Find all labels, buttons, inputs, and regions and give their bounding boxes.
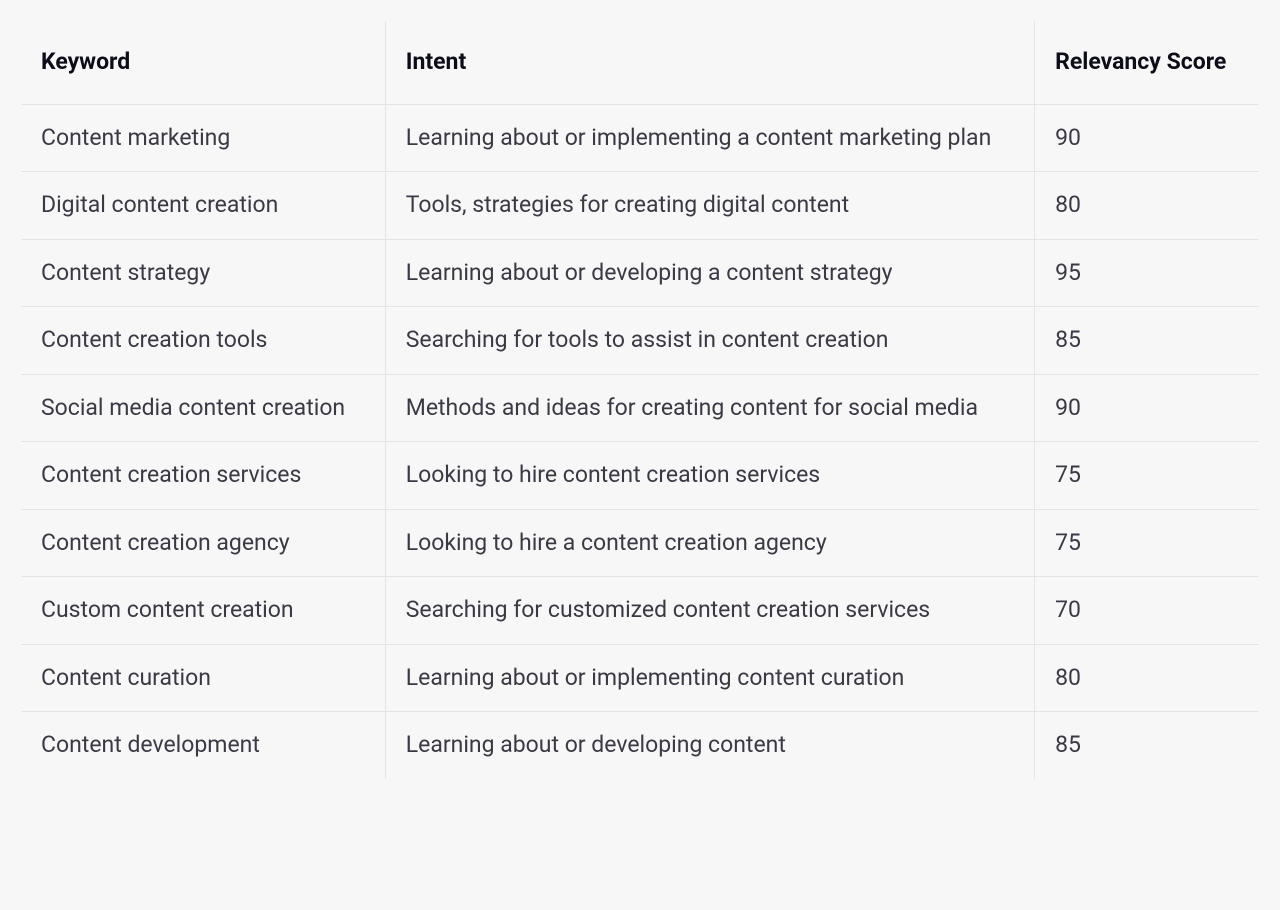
cell-intent: Looking to hire content creation service… xyxy=(385,442,1034,510)
cell-score: 90 xyxy=(1035,104,1260,172)
cell-score: 80 xyxy=(1035,644,1260,712)
keyword-table-container: Keyword Intent Relevancy Score Content m… xyxy=(20,20,1260,780)
column-header-intent: Intent xyxy=(385,21,1034,105)
cell-intent: Searching for customized content creatio… xyxy=(385,577,1034,645)
cell-keyword: Content development xyxy=(21,712,386,780)
cell-keyword: Digital content creation xyxy=(21,172,386,240)
cell-intent: Tools, strategies for creating digital c… xyxy=(385,172,1034,240)
cell-keyword: Content marketing xyxy=(21,104,386,172)
cell-keyword: Content creation agency xyxy=(21,509,386,577)
cell-intent: Learning about or developing a content s… xyxy=(385,239,1034,307)
table-row: Content development Learning about or de… xyxy=(21,712,1260,780)
table-row: Content creation services Looking to hir… xyxy=(21,442,1260,510)
table-row: Social media content creation Methods an… xyxy=(21,374,1260,442)
table-row: Content strategy Learning about or devel… xyxy=(21,239,1260,307)
cell-intent: Searching for tools to assist in content… xyxy=(385,307,1034,375)
cell-score: 90 xyxy=(1035,374,1260,442)
cell-intent: Methods and ideas for creating content f… xyxy=(385,374,1034,442)
cell-keyword: Content strategy xyxy=(21,239,386,307)
table-body: Content marketing Learning about or impl… xyxy=(21,104,1260,779)
cell-score: 95 xyxy=(1035,239,1260,307)
cell-intent: Looking to hire a content creation agenc… xyxy=(385,509,1034,577)
cell-keyword: Content creation services xyxy=(21,442,386,510)
cell-keyword: Content creation tools xyxy=(21,307,386,375)
cell-intent: Learning about or developing content xyxy=(385,712,1034,780)
column-header-keyword: Keyword xyxy=(21,21,386,105)
table-row: Custom content creation Searching for cu… xyxy=(21,577,1260,645)
cell-intent: Learning about or implementing content c… xyxy=(385,644,1034,712)
cell-keyword: Content curation xyxy=(21,644,386,712)
cell-score: 75 xyxy=(1035,509,1260,577)
cell-score: 75 xyxy=(1035,442,1260,510)
table-row: Content curation Learning about or imple… xyxy=(21,644,1260,712)
keyword-table: Keyword Intent Relevancy Score Content m… xyxy=(20,20,1260,780)
table-row: Content creation agency Looking to hire … xyxy=(21,509,1260,577)
cell-intent: Learning about or implementing a content… xyxy=(385,104,1034,172)
cell-keyword: Custom content creation xyxy=(21,577,386,645)
table-row: Content creation tools Searching for too… xyxy=(21,307,1260,375)
table-row: Content marketing Learning about or impl… xyxy=(21,104,1260,172)
column-header-score: Relevancy Score xyxy=(1035,21,1260,105)
cell-score: 70 xyxy=(1035,577,1260,645)
cell-keyword: Social media content creation xyxy=(21,374,386,442)
table-header: Keyword Intent Relevancy Score xyxy=(21,21,1260,105)
cell-score: 80 xyxy=(1035,172,1260,240)
table-header-row: Keyword Intent Relevancy Score xyxy=(21,21,1260,105)
cell-score: 85 xyxy=(1035,307,1260,375)
table-row: Digital content creation Tools, strategi… xyxy=(21,172,1260,240)
cell-score: 85 xyxy=(1035,712,1260,780)
